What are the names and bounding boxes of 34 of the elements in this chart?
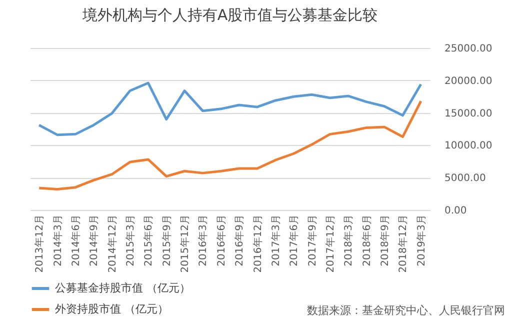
x-tick-label: 2015年12月 (179, 214, 192, 273)
y-tick-label: 15000.00 (444, 108, 492, 120)
legend-label: 公募基金持股市值 （亿元） (55, 282, 190, 294)
x-tick-label: 2018年12月 (397, 214, 410, 273)
x-tick-label: 2016年6月 (215, 214, 228, 266)
x-tick-label: 2016年3月 (197, 214, 210, 266)
x-tick-label: 2014年3月 (52, 214, 64, 266)
y-tick-label: 5000.00 (444, 173, 486, 184)
x-tick-label: 2015年9月 (160, 214, 173, 266)
x-tick-label: 2015年6月 (142, 214, 155, 266)
x-tick-label: 2016年9月 (234, 214, 246, 266)
x-tick-label: 2017年6月 (288, 214, 300, 266)
x-tick-label: 2017年9月 (306, 214, 318, 266)
y-tick-label: 25000.00 (444, 44, 492, 54)
x-tick-label: 2018年6月 (360, 214, 373, 266)
x-tick-label: 2014年12月 (106, 214, 118, 273)
y-tick-label: 20000.00 (444, 76, 492, 87)
y-tick-label: 0.00 (444, 206, 467, 216)
source-note: 数据来源：基金研究中心、人民银行官网 (307, 303, 505, 318)
chart-title: 境外机构与个人持有A股市值与公募基金比较 (81, 6, 378, 24)
y-tick-label: 10000.00 (444, 140, 492, 152)
x-tick-label: 2017年12月 (324, 214, 336, 273)
x-tick-label: 2014年6月 (70, 214, 82, 266)
line-series (38, 82, 422, 136)
x-tick-label: 2016年12月 (252, 214, 264, 273)
legend-label: 外资持股市值 （亿元） (55, 302, 168, 316)
x-tick-label: 2018年3月 (342, 214, 355, 266)
line-series (38, 100, 422, 191)
x-tick-label: 2014年9月 (88, 214, 100, 266)
x-tick-label: 2013年12月 (34, 214, 46, 273)
x-tick-label: 2017年3月 (270, 214, 282, 266)
x-tick-label: 2018年9月 (379, 214, 392, 266)
x-tick-label: 2019年3月 (415, 214, 428, 266)
x-tick-label: 2015年3月 (124, 214, 136, 266)
